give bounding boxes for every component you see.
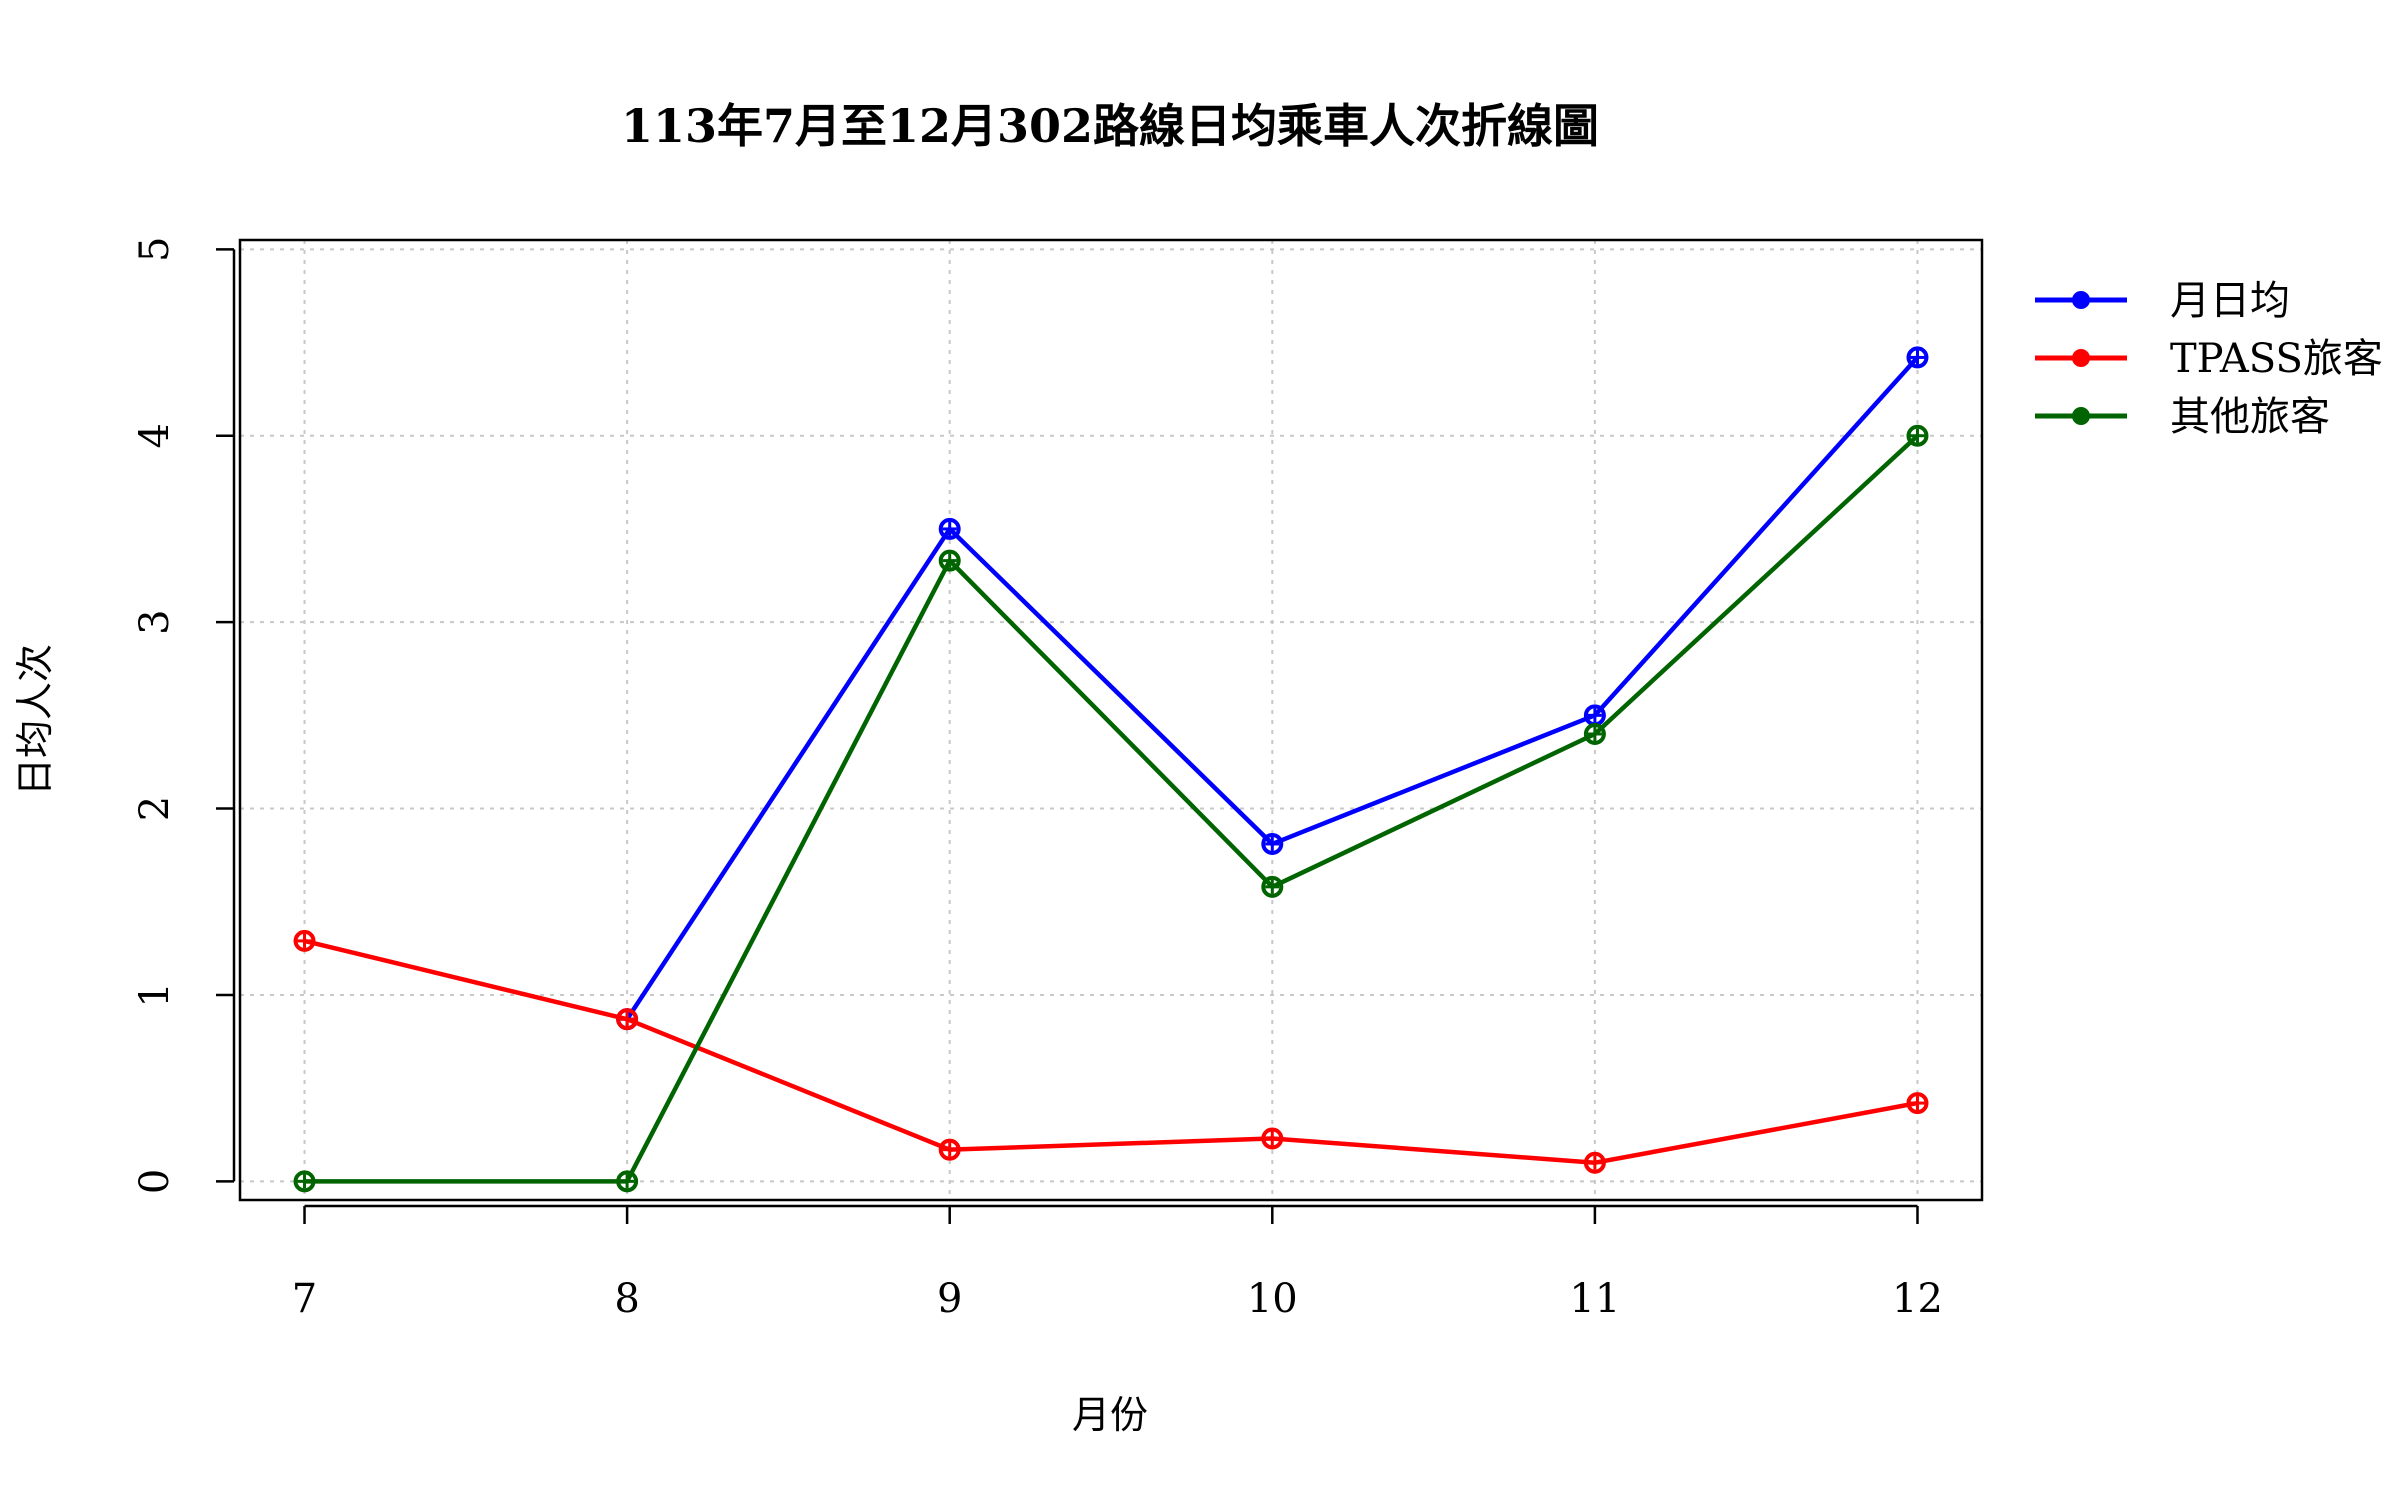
x-tick-label: 9 [937,1276,962,1322]
legend-label: TPASS旅客 [2170,336,2383,382]
y-tick-label: 0 [132,1169,178,1194]
series-2 [296,932,1927,1172]
x-tick-label: 8 [614,1276,639,1322]
x-axis: 7 8 9 10 11 12 [292,1206,1943,1322]
grid-lines [240,240,1982,1200]
y-tick-label: 3 [132,609,178,634]
legend-label: 其他旅客 [2170,394,2330,440]
x-tick-label: 10 [1247,1276,1298,1322]
plot-frame [240,240,1982,1200]
x-tick-label: 12 [1892,1276,1943,1322]
legend-marker [2072,291,2090,309]
x-tick-label: 7 [292,1276,317,1322]
chart-title: 113年7月至12月302路線日均乘車人次折線圖 [621,99,1599,153]
x-axis-title: 月份 [1072,1393,1148,1437]
y-axis-title: 日均人次 [13,644,57,796]
y-tick-label: 2 [132,796,178,821]
y-tick-label: 5 [132,237,178,262]
y-tick-label: 4 [132,423,178,448]
legend-label: 月日均 [2170,278,2290,324]
legend-marker [2072,349,2090,367]
series-lines [296,348,1927,1190]
x-tick-label: 11 [1569,1276,1620,1322]
y-tick-label: 1 [132,982,178,1007]
y-axis: 0 1 2 3 4 5 [132,237,234,1194]
legend-marker [2072,407,2090,425]
series-line [305,941,1918,1163]
series-line [627,357,1917,1019]
